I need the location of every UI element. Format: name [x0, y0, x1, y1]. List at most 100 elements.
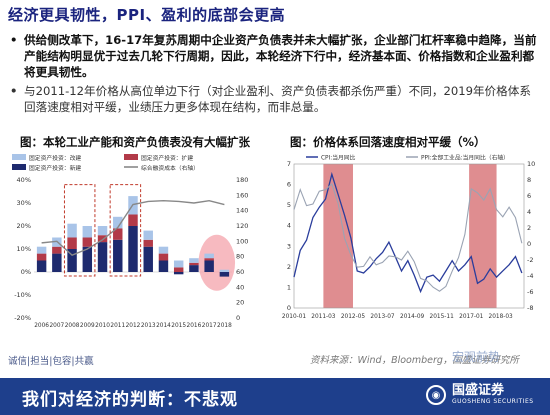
shaded-period: [323, 164, 353, 308]
y2-tick-label: 8: [527, 176, 531, 184]
bar: [36, 246, 47, 254]
bar: [158, 246, 169, 254]
bar: [219, 272, 230, 277]
x-tick-label: 2010-01: [282, 314, 307, 320]
logo-subname: GUOSHENG SECURITIES: [452, 398, 534, 405]
bar: [158, 260, 169, 272]
y2-tick-label: -8: [527, 304, 533, 312]
watermark-text: 宏观前势: [452, 350, 501, 364]
bar: [173, 260, 184, 268]
right-chart-title: 图：价格体系回落速度相对平缓（%）: [290, 135, 486, 149]
x-tick-label: 2009: [80, 323, 95, 329]
x-tick-label: 2013: [141, 323, 156, 329]
bar: [204, 258, 214, 261]
bullet-text: 供给侧改革下，16-17年复苏周期中企业资产负债表并未大幅扩张，企业部门杠杆率稳…: [24, 33, 537, 79]
bar: [52, 246, 62, 254]
footer-banner: [0, 378, 550, 415]
bar: [97, 235, 108, 243]
bar: [113, 239, 123, 272]
y2-tick-label: -4: [527, 272, 533, 280]
y2-tick-label: 0: [236, 314, 240, 322]
x-tick-label: 2017: [202, 323, 217, 329]
bar: [189, 258, 199, 263]
bar: [128, 226, 138, 272]
y-tick-label: 3: [287, 242, 291, 250]
plot-frame: [293, 163, 525, 309]
bar: [97, 226, 108, 236]
legend-swatch: [12, 154, 26, 160]
series-line: [41, 199, 225, 256]
x-tick-label: 2012: [126, 323, 141, 329]
legend-swatch: [12, 164, 26, 170]
bar: [204, 260, 214, 272]
x-tick-label: 2017-01: [459, 314, 484, 320]
bar: [97, 242, 108, 272]
x-tick-label: 2011: [110, 323, 125, 329]
x-tick-label: 2015: [171, 323, 186, 329]
y-tick-label: -10%: [14, 291, 31, 299]
highlight-box: [109, 184, 142, 277]
bar: [67, 237, 77, 249]
bar: [82, 237, 93, 247]
y-tick-label: 40%: [17, 176, 31, 184]
series-line: [293, 183, 523, 292]
y-tick-label: 0%: [21, 268, 31, 276]
y2-tick-label: 0: [527, 240, 531, 248]
y2-tick-label: 4: [527, 208, 531, 216]
bar: [143, 246, 153, 272]
x-tick-label: 2007: [49, 323, 64, 329]
legend-label: CPI:当月同比: [321, 154, 356, 162]
x-tick-label: 2014-09: [400, 314, 425, 320]
y-tick-label: 0: [287, 304, 291, 312]
y2-tick-label: 2: [527, 224, 531, 232]
x-tick-label: 2008: [65, 323, 80, 329]
bullet-list: • 供给侧改革下，16-17年复苏周期中企业资产负债表并未大幅扩张，企业部门杠杆…: [10, 32, 542, 118]
y2-tick-label: 180: [236, 176, 248, 184]
company-values-tags: 诚信|担当|包容|共赢: [8, 356, 94, 367]
y-tick-label: 10%: [17, 245, 31, 253]
y2-tick-label: -2: [527, 256, 533, 264]
y2-tick-label: 100: [236, 237, 248, 245]
bullet-item: • 供给侧改革下，16-17年复苏周期中企业资产负债表并未大幅扩张，企业部门杠杆…: [10, 32, 542, 80]
bar: [82, 246, 93, 272]
logo-name: 国盛证券: [452, 383, 505, 398]
y-tick-label: 1: [287, 283, 291, 291]
company-logo: ◉ 国盛证券 GUOSHENG SECURITIES: [426, 384, 534, 406]
bar: [189, 265, 199, 272]
bullet-marker: •: [10, 84, 18, 98]
legend-label: 固定资产投资：改建: [29, 154, 81, 162]
y2-tick-label: 6: [527, 192, 531, 200]
y2-tick-label: 140: [236, 207, 248, 215]
bar: [143, 230, 153, 240]
legend-label: 固定资产投资：扩建: [141, 154, 193, 162]
y2-tick-label: 10: [527, 160, 535, 168]
x-tick-label: 2018-03: [489, 314, 514, 320]
y2-tick-label: 80: [236, 253, 244, 261]
bullet-item: • 与2011-12年价格从高位单边下行（对企业盈利、资产负债表都杀伤严重）不同…: [10, 83, 542, 115]
bar: [158, 253, 169, 261]
bar: [36, 260, 47, 272]
bar: [173, 267, 184, 272]
bar: [128, 214, 138, 226]
left-chart-title: 图：本轮工业产能和资产负债表没有大幅扩张: [20, 135, 250, 149]
y2-tick-label: 120: [236, 222, 248, 230]
x-tick-label: 2016: [187, 323, 202, 329]
y-tick-label: 6: [287, 181, 291, 189]
bar: [173, 272, 184, 275]
x-tick-label: 2018: [217, 323, 232, 329]
y-tick-label: 2: [287, 263, 291, 271]
legend-swatch: [124, 154, 138, 160]
bullet-text: 与2011-12年价格从高位单边下行（对企业盈利、资产负债表都杀伤严重）不同，2…: [24, 84, 531, 114]
shaded-period: [469, 164, 497, 308]
highlight-box: [63, 184, 96, 277]
legend-label: 固定资产投资：新建: [29, 164, 81, 172]
y2-tick-label: 160: [236, 191, 248, 199]
x-tick-label: 2013-07: [370, 314, 395, 320]
bar: [204, 253, 214, 259]
bar: [113, 228, 123, 240]
legend-label: PPI:全部工业品:当月同比（右轴）: [421, 154, 509, 162]
y2-tick-label: 60: [236, 268, 244, 276]
bar: [143, 239, 153, 247]
x-tick-label: 2010: [95, 323, 110, 329]
